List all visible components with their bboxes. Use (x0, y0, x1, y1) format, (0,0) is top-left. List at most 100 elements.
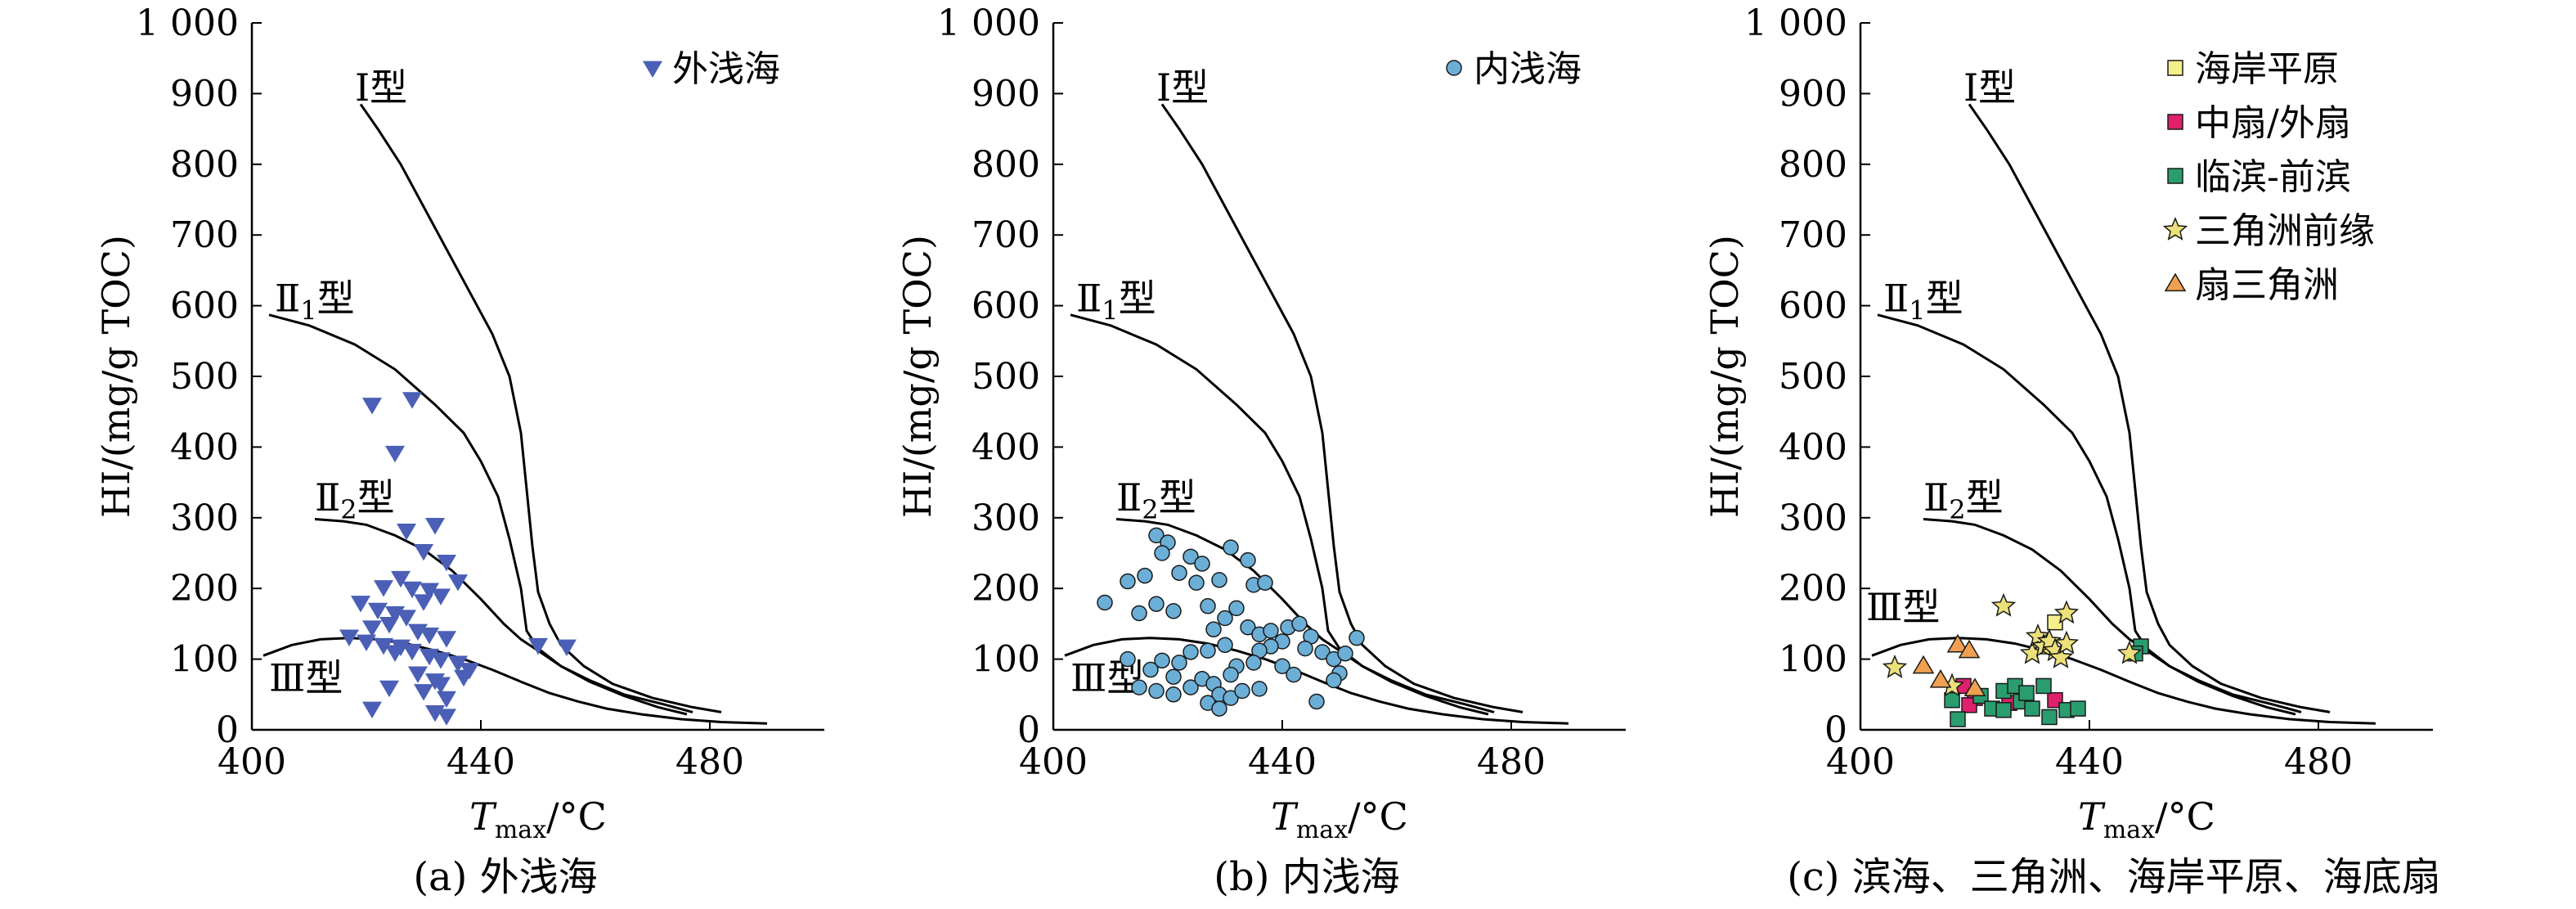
data-point (1337, 645, 1353, 662)
curve-t1 (1160, 103, 1524, 713)
y-tick-label: 700 (1779, 214, 1847, 256)
x-tick-label: 440 (1248, 741, 1317, 783)
data-point (454, 669, 473, 687)
data-point (431, 588, 451, 605)
data-point (1286, 666, 1302, 683)
data-point (2053, 600, 2080, 624)
series-1 (339, 392, 577, 726)
data-point (2041, 709, 2058, 726)
data-point (557, 639, 577, 657)
data-point (420, 583, 439, 600)
chart-panel-1: 0 100 200 300 400 500 600 700 800 900 1 000 400 440 4… (94, 2, 824, 900)
data-point (431, 652, 451, 669)
legend-marker (2162, 217, 2188, 241)
legend-label: 外浅海 (672, 48, 780, 90)
data-point (362, 398, 382, 415)
data-point (1211, 700, 1227, 717)
y-tick-label: 800 (1779, 144, 1847, 186)
chart-panel-2: 0 100 200 300 400 500 600 700 800 900 1 000 400 440 4… (895, 2, 1626, 900)
y-tick-label: 0 (1017, 709, 1040, 751)
data-point (448, 655, 468, 673)
data-point (1131, 605, 1147, 622)
data-point (339, 629, 359, 646)
data-point (437, 709, 456, 726)
legend-label: 中扇/外扇 (2195, 102, 2351, 144)
data-point (1165, 686, 1182, 703)
data-point (1148, 596, 1165, 612)
data-point (1228, 600, 1245, 617)
data-point (402, 643, 422, 661)
x-tick-label: 480 (2284, 741, 2353, 783)
curve-label-type3: Ⅲ型 (1866, 585, 1940, 629)
y-tick-label: 600 (972, 286, 1040, 327)
legend: 外浅海 (643, 48, 780, 90)
x-tick-label: 400 (218, 741, 286, 783)
data-point (1148, 527, 1165, 544)
y-tick-label: 400 (1779, 426, 1847, 468)
data-point (1148, 682, 1165, 700)
data-point (414, 544, 433, 561)
curve-label-type1: Ⅰ型 (1156, 65, 1209, 110)
data-point (385, 645, 405, 662)
data-point (1097, 594, 1113, 611)
data-point (1120, 573, 1136, 590)
curve-label-type1: Ⅰ型 (355, 65, 407, 110)
curve-label-type2-1: Ⅱ1型 (1076, 277, 1156, 326)
data-point (2048, 644, 2074, 668)
curve-label-type2-2: Ⅱ2型 (1116, 475, 1196, 525)
data-point (1950, 711, 1966, 727)
data-point (402, 392, 422, 409)
data-point (2024, 700, 2040, 717)
y-tick-label: 800 (170, 144, 239, 186)
data-point (437, 554, 456, 572)
data-point (1349, 629, 1365, 646)
curve-label-type2-1: Ⅱ1型 (275, 277, 355, 326)
data-point (1245, 655, 1262, 671)
data-point (1217, 610, 1233, 627)
y-tick-label: 100 (1779, 639, 1847, 681)
data-point (1326, 672, 1342, 689)
data-point (1944, 691, 1960, 709)
curve-t21 (268, 313, 693, 713)
data-point (1205, 621, 1222, 638)
data-point (374, 637, 393, 655)
panel-caption: (a) 外浅海 (413, 854, 597, 900)
data-point (1217, 637, 1233, 654)
data-point (374, 580, 393, 597)
chart-panel-3: 0 100 200 300 400 500 600 700 800 900 1 000 400 440 4… (1703, 2, 2441, 900)
data-point (1183, 679, 1199, 695)
data-point (379, 680, 399, 698)
data-point (1912, 655, 1935, 674)
y-tick-label: 200 (972, 568, 1040, 610)
curve-t3 (263, 637, 768, 725)
data-point (1188, 574, 1205, 592)
data-point (1223, 666, 1239, 683)
y-tick-label: 200 (1779, 568, 1847, 610)
panel-caption: (c) 滨海、三角洲、海岸平原、海底扇 (1787, 854, 2441, 900)
x-tick-label: 400 (1019, 741, 1088, 783)
x-tick-label: 480 (1477, 741, 1546, 783)
data-point (1882, 655, 1908, 678)
data-point (1131, 679, 1147, 695)
y-tick-label: 700 (170, 214, 239, 256)
x-tick-label: 440 (447, 741, 515, 783)
data-point (1990, 592, 2017, 617)
y-axis-title: HI/(mg/g TOC) (895, 235, 940, 518)
data-point (1165, 603, 1182, 619)
data-point (1308, 693, 1325, 710)
legend-label: 三角洲前缘 (2195, 210, 2375, 252)
y-tick-label: 0 (216, 709, 239, 751)
y-axis-title: HI/(mg/g TOC) (94, 235, 138, 518)
data-point (1929, 669, 1952, 688)
y-tick-label: 500 (170, 356, 239, 398)
legend-marker (1446, 60, 1462, 76)
data-point (397, 523, 416, 541)
data-point (368, 602, 388, 620)
data-point (1240, 551, 1256, 569)
y-tick-label: 400 (972, 426, 1040, 468)
data-point (437, 691, 456, 709)
y-tick-label: 900 (1779, 73, 1847, 115)
data-point (1291, 615, 1308, 632)
data-point (2035, 677, 2052, 695)
curve-t21 (1877, 313, 2302, 713)
